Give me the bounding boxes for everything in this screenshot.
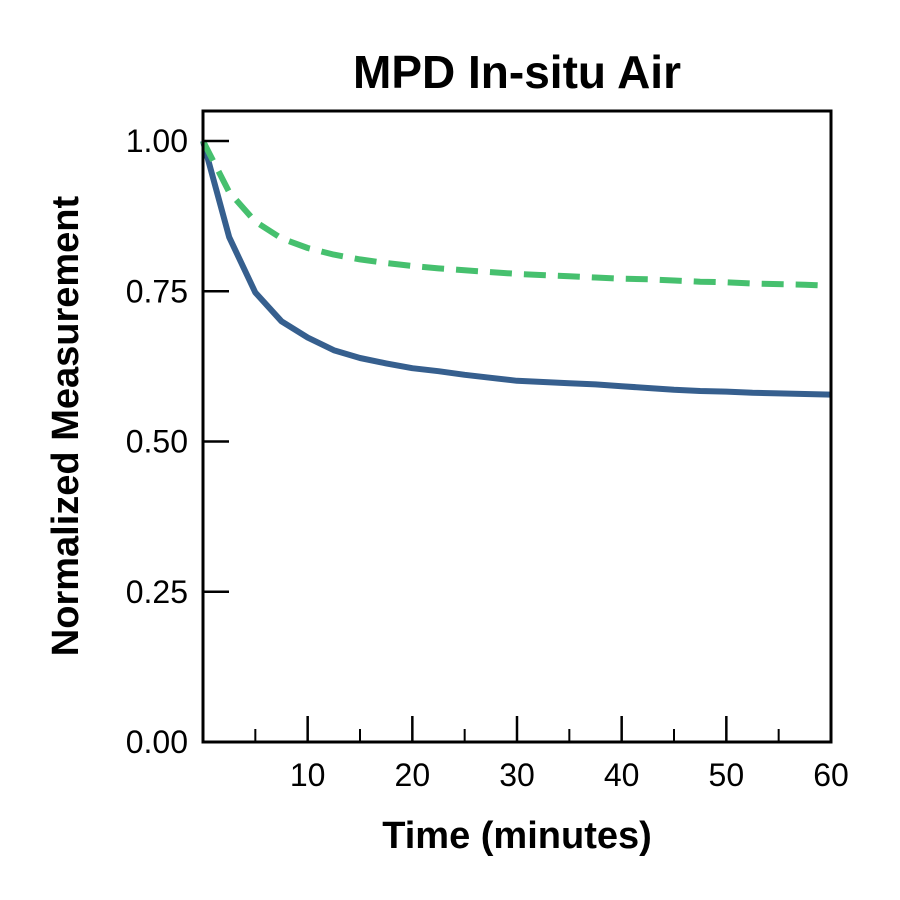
- y-tick-label: 0.25: [126, 574, 188, 610]
- y-tick-label: 0.75: [126, 273, 188, 309]
- y-axis-label: Normalized Measurement: [45, 195, 87, 656]
- ticks-layer: 0.00 0.25 0.50 0.75 1.00 10 20 30 40 50 60: [126, 123, 849, 793]
- y-tick-label: 1.00: [126, 123, 188, 159]
- series-layer: [200, 139, 832, 398]
- series-line-1: [200, 140, 832, 398]
- plot-area: 0.00 0.25 0.50 0.75 1.00 10 20 30 40 50 60: [126, 109, 849, 793]
- x-tick-label: 30: [499, 757, 535, 793]
- plot-frame: [201, 109, 833, 744]
- x-tick-label: 40: [604, 757, 640, 793]
- x-tick-label: 50: [709, 757, 745, 793]
- x-tick-label: 60: [813, 757, 849, 793]
- x-tick-label: 20: [395, 757, 431, 793]
- series-line-2: [200, 139, 832, 289]
- chart-title: MPD In-situ Air: [353, 46, 681, 98]
- y-tick-label: 0.50: [126, 424, 188, 460]
- x-axis-label: Time (minutes): [382, 815, 652, 857]
- y-tick-label: 0.00: [126, 724, 188, 760]
- x-tick-label: 10: [290, 757, 326, 793]
